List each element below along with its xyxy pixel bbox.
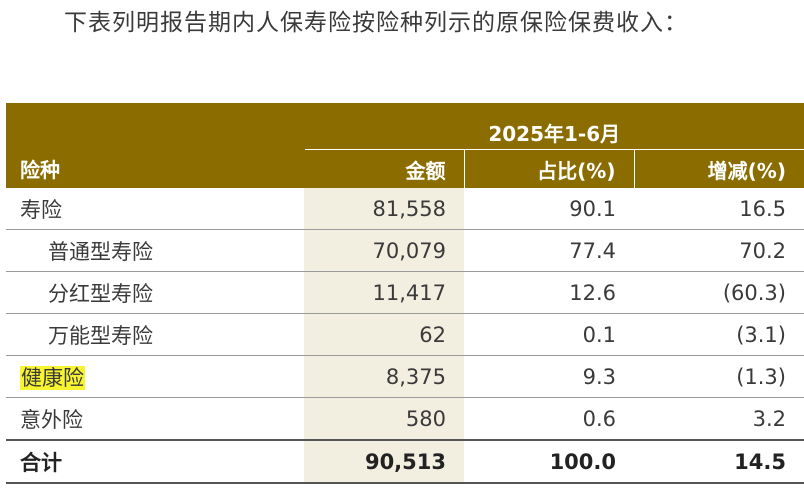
- row-label: 意外险: [6, 397, 304, 441]
- header-amount: 金额: [304, 149, 465, 188]
- amount-cell: 8,375: [304, 355, 464, 398]
- row-label: 分红型寿险: [6, 271, 304, 314]
- share-cell: 12.6: [464, 271, 634, 314]
- change-cell: (3.1): [634, 313, 804, 356]
- total-row: 合计 90,513 100.0 14.5: [6, 439, 804, 484]
- amount-cell: 81,558: [304, 188, 464, 230]
- row-label: 合计: [6, 439, 304, 484]
- row-label: 寿险: [6, 188, 304, 230]
- header-change: 增减(%): [634, 149, 804, 188]
- table-row: 健康险 8,375 9.3 (1.3): [6, 355, 804, 398]
- change-cell: (60.3): [634, 271, 804, 314]
- change-cell: 16.5: [634, 188, 804, 230]
- table-row: 寿险 81,558 90.1 16.5: [6, 188, 804, 230]
- amount-cell: 70,079: [304, 229, 464, 272]
- change-cell: 14.5: [634, 439, 804, 484]
- share-cell: 77.4: [464, 229, 634, 272]
- amount-cell: 11,417: [304, 271, 464, 314]
- share-cell: 90.1: [464, 188, 634, 230]
- share-cell: 0.1: [464, 313, 634, 356]
- change-cell: 70.2: [634, 229, 804, 272]
- amount-cell: 90,513: [304, 439, 464, 484]
- table-row: 万能型寿险 62 0.1 (3.1): [6, 313, 804, 356]
- row-label-highlighted: 健康险: [6, 355, 304, 398]
- header-blank-cell: [6, 103, 305, 150]
- share-cell: 100.0: [464, 439, 634, 484]
- row-label: 万能型寿险: [6, 313, 304, 356]
- premium-income-table: 2025年1-6月 险种 金额 占比(%) 增减(%) 寿险 81,558 90…: [6, 103, 804, 484]
- change-cell: 3.2: [634, 397, 804, 441]
- change-cell: (1.3): [634, 355, 804, 398]
- header-row-columns: 险种 金额 占比(%) 增减(%): [6, 149, 804, 188]
- table-row: 意外险 580 0.6 3.2: [6, 397, 804, 441]
- header-row-period: 2025年1-6月: [6, 103, 804, 150]
- header-share: 占比(%): [464, 149, 635, 188]
- table-row: 分红型寿险 11,417 12.6 (60.3): [6, 271, 804, 314]
- period-header: 2025年1-6月: [304, 103, 804, 150]
- share-cell: 0.6: [464, 397, 634, 441]
- highlighted-text: 健康险: [20, 365, 85, 390]
- intro-text: 下表列明报告期内人保寿险按险种列示的原保险保费收入：: [64, 10, 688, 36]
- amount-cell: 580: [304, 397, 464, 441]
- table-row: 普通型寿险 70,079 77.4 70.2: [6, 229, 804, 272]
- share-cell: 9.3: [464, 355, 634, 398]
- row-label: 普通型寿险: [6, 229, 304, 272]
- amount-cell: 62: [304, 313, 464, 356]
- header-type: 险种: [6, 149, 304, 188]
